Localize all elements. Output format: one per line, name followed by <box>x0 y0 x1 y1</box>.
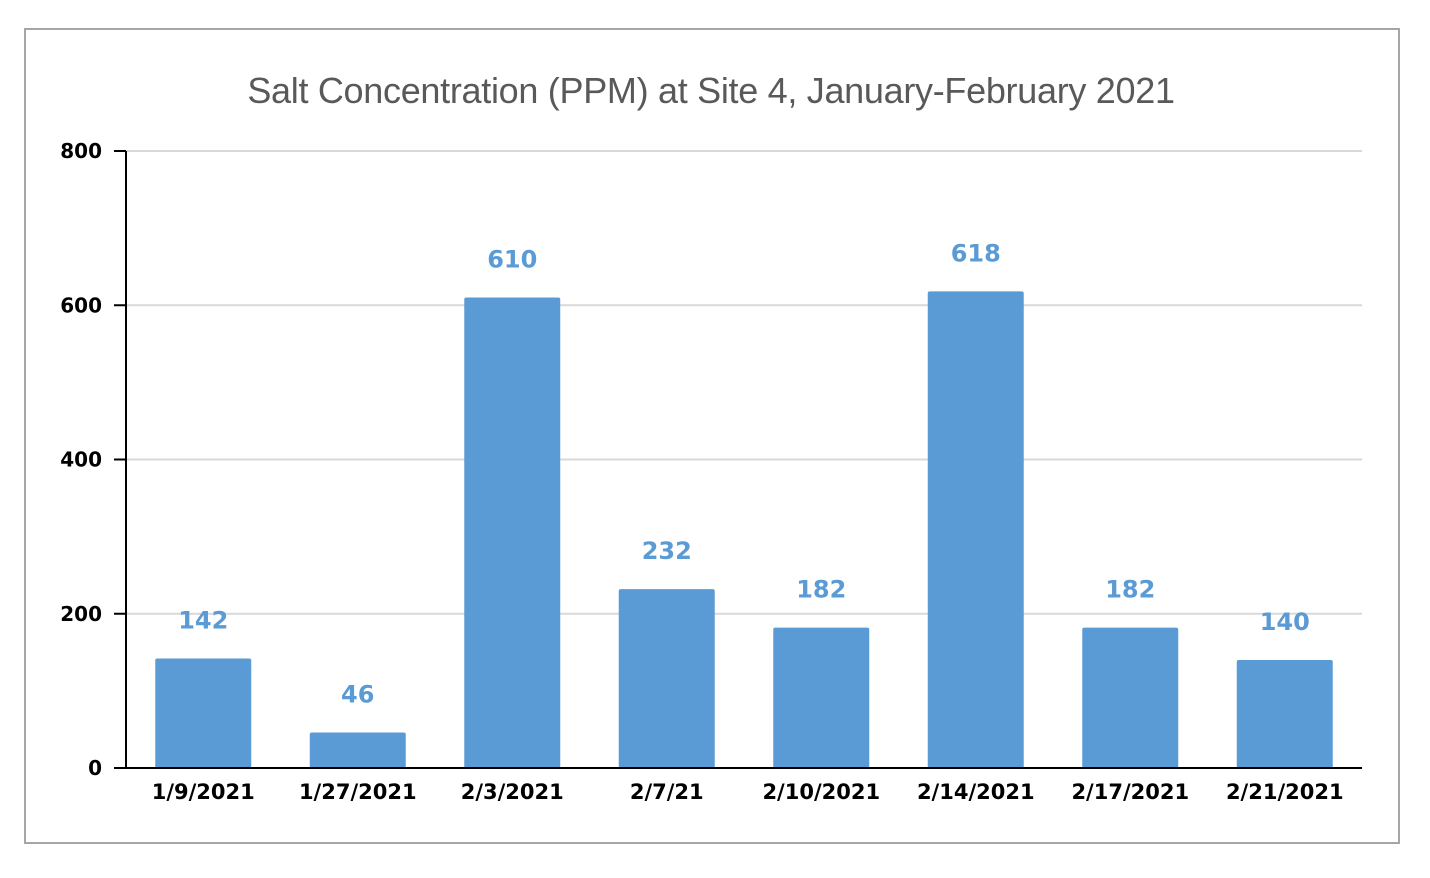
x-tick-label: 2/3/2021 <box>461 780 564 804</box>
data-label: 142 <box>178 606 228 634</box>
x-tick-label: 2/7/21 <box>630 780 704 804</box>
data-label: 140 <box>1260 608 1310 636</box>
bar <box>309 732 406 768</box>
bar <box>1236 660 1333 768</box>
data-label: 618 <box>951 239 1001 267</box>
y-tick-label: 0 <box>88 756 102 780</box>
y-tick-label: 600 <box>60 293 102 317</box>
y-tick-label: 800 <box>60 139 102 163</box>
grid-lines <box>126 150 1362 615</box>
bar <box>464 297 561 768</box>
x-tick-label: 2/21/2021 <box>1226 780 1344 804</box>
x-tick-label: 2/14/2021 <box>917 780 1035 804</box>
y-tick-label: 200 <box>60 602 102 626</box>
bar <box>618 589 715 768</box>
y-tick-labels: 0 200 400 600 800 <box>60 139 102 780</box>
y-tick-label: 400 <box>60 448 102 472</box>
chart-title: Salt Concentration (PPM) at Site 4, Janu… <box>247 70 1175 111</box>
data-label: 182 <box>796 576 846 604</box>
bar <box>927 291 1024 768</box>
data-label: 610 <box>487 246 537 274</box>
bar <box>1082 627 1179 768</box>
data-labels: 142 46 610 232 182 618 182 140 <box>178 239 1310 708</box>
data-label: 182 <box>1105 576 1155 604</box>
data-label: 46 <box>341 681 374 709</box>
x-tick-label: 1/27/2021 <box>299 780 417 804</box>
x-tick-labels: 1/9/2021 1/27/2021 2/3/2021 2/7/21 2/10/2021… <box>152 780 1344 804</box>
bar <box>155 658 252 768</box>
axes <box>114 150 1362 769</box>
x-tick-label: 2/10/2021 <box>762 780 880 804</box>
bar <box>773 627 870 768</box>
x-tick-label: 2/17/2021 <box>1071 780 1189 804</box>
data-label: 232 <box>642 537 692 565</box>
x-tick-label: 1/9/2021 <box>152 780 255 804</box>
bars <box>155 291 1333 768</box>
